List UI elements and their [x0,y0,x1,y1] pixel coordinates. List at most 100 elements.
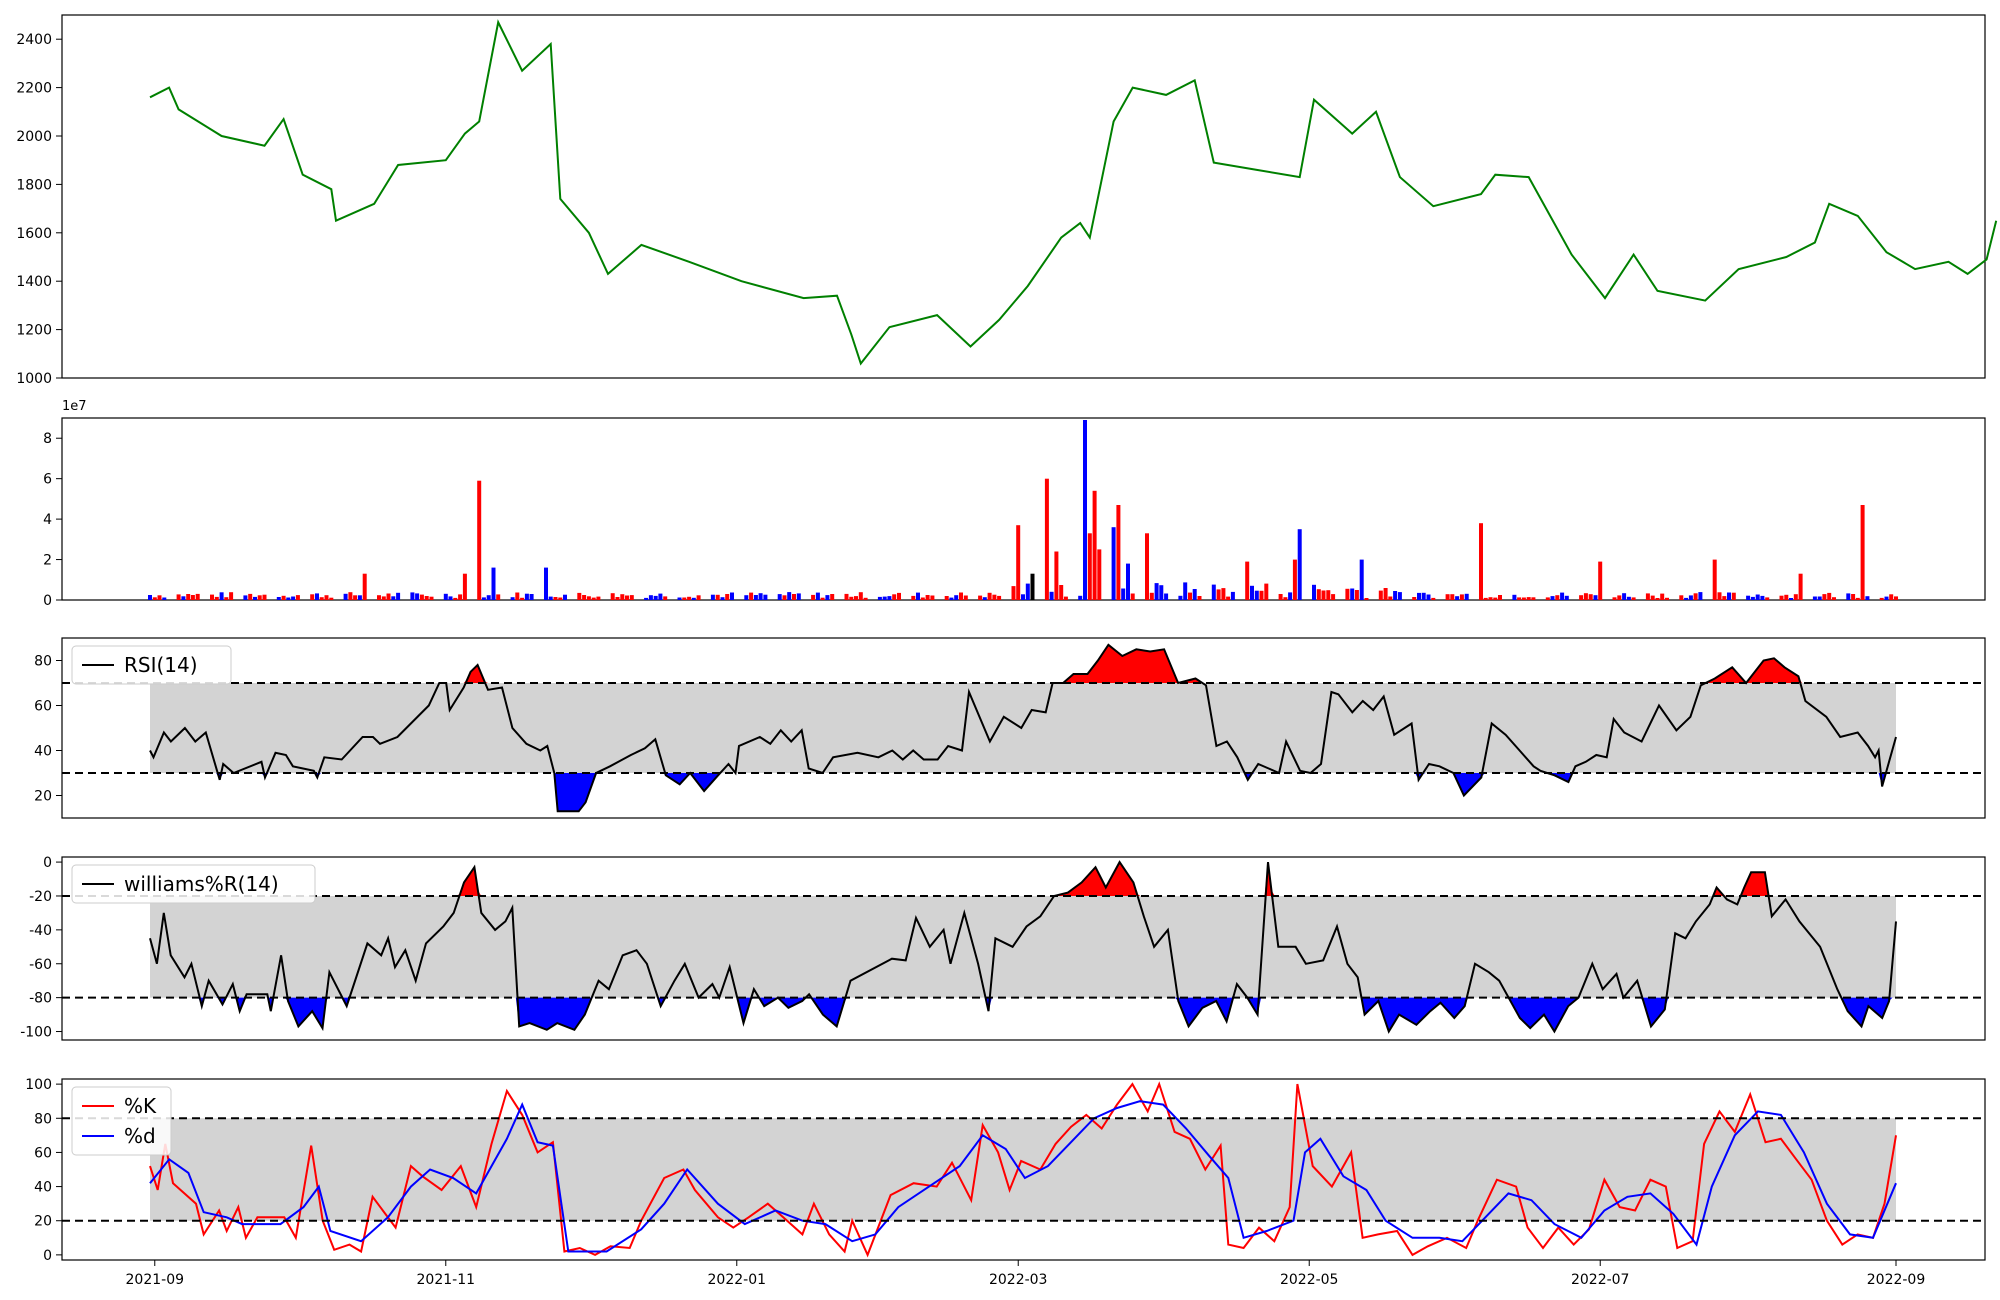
volume-bar [1798,573,1803,600]
volume-bar [1250,585,1254,600]
williams-line [149,860,1897,1034]
volume-bar [792,594,796,600]
volume-bar [1583,593,1588,600]
volume-bar [520,597,525,600]
volume-bar [1746,595,1751,600]
volume-bar [1350,588,1355,600]
volume-bar [491,567,496,600]
volume-bar [1827,592,1832,600]
volume-bar [830,594,835,600]
volume-bar [386,593,391,600]
volume-bar [648,595,653,600]
volume-bar [353,595,358,600]
volume-bar [1245,561,1250,600]
williams-ytick-label: -60 [29,957,52,973]
volume-bar [219,592,224,600]
rsi-ytick-label: 80 [34,654,52,670]
volume-bar [586,596,591,600]
stochastic-ytick-label: 40 [34,1180,52,1196]
volume-bar [1359,559,1364,600]
volume-bar [453,597,458,600]
volume-bar [1464,593,1469,600]
volume-bar [1622,593,1627,600]
volume-bar [644,597,649,600]
volume-bar [424,596,429,600]
volume-bar [1388,596,1393,600]
williams-band [150,895,1896,998]
volume-bar [1278,594,1283,600]
volume-bar [1479,523,1483,600]
volume-bar [1426,594,1431,600]
volume-bar [1259,590,1264,600]
volume-bar [1765,597,1770,600]
volume-bar [1851,594,1856,600]
volume-bar [1083,420,1087,600]
volume-bar [1459,594,1464,600]
volume-bar [1822,594,1827,600]
volume-bar [811,594,816,600]
volume-bar [1054,551,1059,600]
volume-bar [1164,593,1169,600]
volume-bar [1793,594,1798,600]
volume-bar [882,596,887,600]
volume-bar [548,596,553,600]
volume-bar [1011,586,1016,600]
volume-bar [858,592,863,600]
x-tick-label: 2022-01 [708,1272,767,1288]
williams-r-chart: -100 -80 -60 -40 -20 0 williams%R(14) [20,855,1986,1041]
volume-bar [1092,490,1097,600]
volume-bar [1579,595,1584,600]
x-tick-label: 2022-05 [1280,1272,1339,1288]
volume-bar [1154,583,1159,600]
volume-bar [462,573,467,600]
volume-bar [1760,595,1765,600]
williams-legend-box [71,864,316,904]
volume-multiplier: 1e7 [62,399,87,414]
volume-frame [61,417,1986,601]
x-tick-label: 2022-09 [1867,1272,1926,1288]
stochastic-legend-label: %d [124,1124,156,1148]
volume-bar [329,597,334,600]
williams-ytick-label: -40 [29,923,52,939]
price-ytick-label: 1800 [16,177,52,193]
volume-bar [190,595,195,600]
volume-bar [1727,592,1731,600]
volume-bar [1211,584,1216,600]
volume-bar [1316,589,1321,600]
volume-bar [381,596,386,600]
volume-bar [758,593,763,600]
volume-bar [510,597,515,600]
volume-bar [224,597,229,600]
volume-bar [1693,593,1698,600]
rsi-ytick-label: 40 [34,744,52,760]
price-frame [61,14,1986,379]
volume-bar [1879,597,1884,600]
volume-bar [653,595,658,600]
volume-bar [1860,505,1865,600]
rsi-legend-label: RSI(14) [124,653,198,677]
volume-bar [1230,591,1235,600]
volume-bar [1679,595,1684,600]
williams-ytick-label: 0 [43,855,52,871]
stochastic-band [150,1118,1896,1221]
volume-bar [448,596,453,600]
rsi-frame [61,637,1986,819]
volume-bar [1331,594,1336,600]
volume-bar [1431,597,1436,600]
volume-bar [1512,594,1517,600]
stochastic-ytick-label: 20 [34,1214,52,1230]
volume-bar [1617,595,1622,600]
volume-bar [987,592,992,600]
volume-bar [820,597,825,600]
volume-bar [1884,596,1889,600]
volume-bar [720,597,725,600]
volume-bar [195,593,200,600]
price-ytick-label: 2400 [16,32,52,48]
volume-bar [319,597,324,600]
volume-bar [1660,593,1665,600]
volume-bar [897,592,901,600]
volume-bar [477,480,482,600]
volume-bar [677,597,682,600]
volume-bar [1412,597,1417,600]
volume-bar [1684,597,1689,600]
